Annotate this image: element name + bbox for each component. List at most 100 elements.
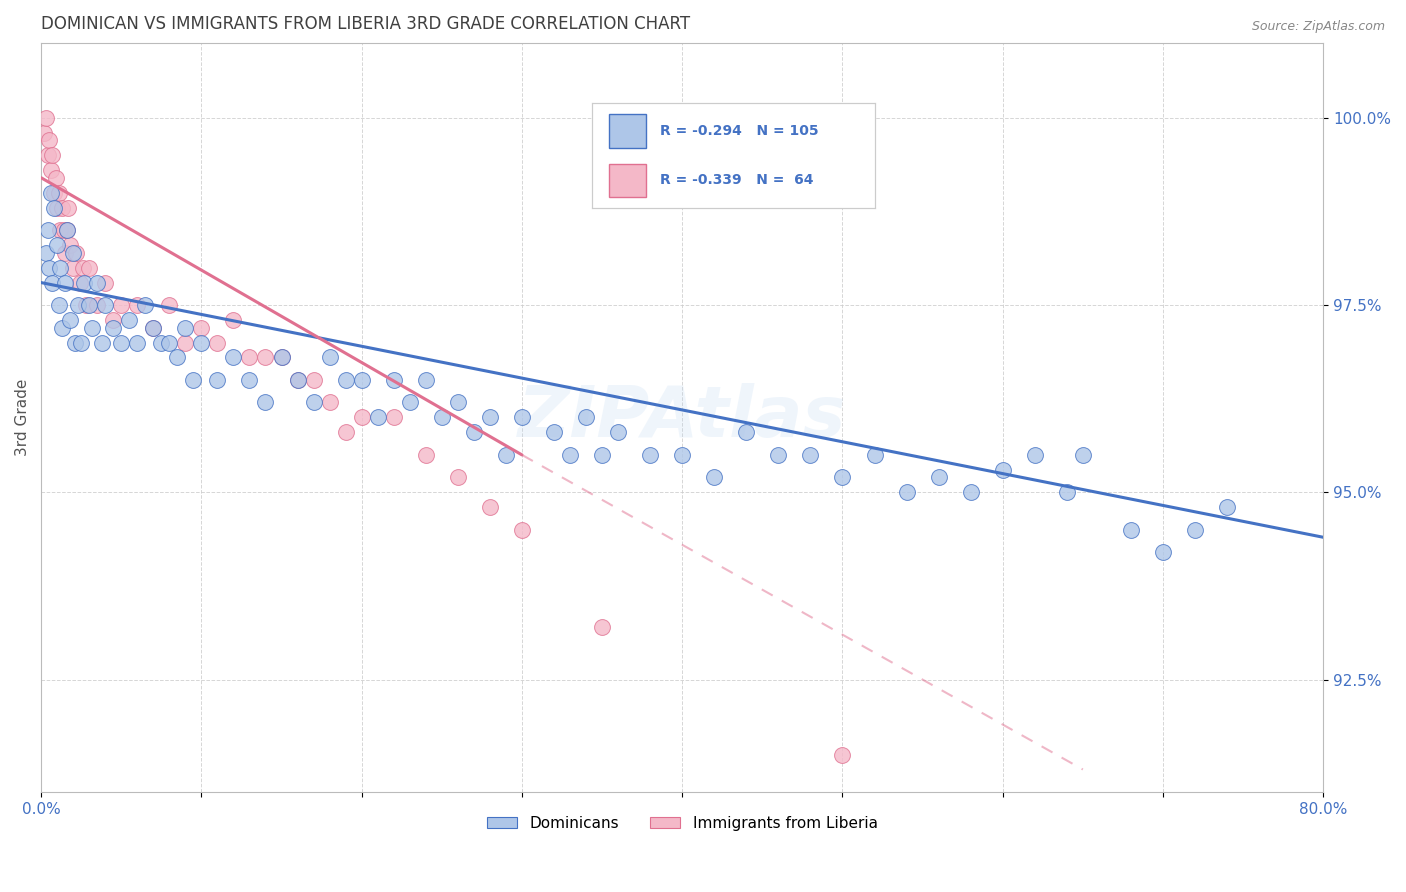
Point: [46, 238, 69, 252]
Point: [86, 276, 108, 290]
Point: [69, 276, 91, 290]
Point: [367, 410, 389, 425]
Point: [735, 425, 758, 440]
Text: DOMINICAN VS IMMIGRANTS FROM LIBERIA 3RD GRADE CORRELATION CHART: DOMINICAN VS IMMIGRANTS FROM LIBERIA 3RD…: [41, 15, 690, 33]
Point: [607, 425, 630, 440]
Point: [896, 485, 918, 500]
Point: [183, 373, 205, 387]
Point: [150, 335, 173, 350]
Point: [82, 320, 104, 334]
Point: [558, 448, 581, 462]
Point: [39, 163, 62, 178]
Point: [863, 448, 886, 462]
Point: [59, 238, 82, 252]
Point: [928, 470, 950, 484]
Point: [207, 335, 229, 350]
Point: [190, 335, 212, 350]
Point: [287, 373, 309, 387]
Point: [447, 395, 470, 409]
Point: [510, 523, 533, 537]
Point: [39, 186, 62, 200]
Point: [157, 335, 180, 350]
Point: [1056, 485, 1078, 500]
Text: Source: ZipAtlas.com: Source: ZipAtlas.com: [1251, 20, 1385, 33]
Point: [510, 410, 533, 425]
Point: [38, 260, 60, 275]
Point: [222, 313, 245, 327]
Point: [35, 111, 58, 125]
Point: [1184, 523, 1206, 537]
Point: [174, 335, 197, 350]
Point: [65, 245, 87, 260]
Point: [34, 126, 56, 140]
Point: [799, 448, 821, 462]
Point: [1216, 500, 1239, 515]
Text: R = -0.339   N =  64: R = -0.339 N = 64: [661, 173, 814, 187]
Text: ZIPAtlas: ZIPAtlas: [517, 383, 846, 452]
Point: [37, 148, 59, 162]
Point: [127, 298, 149, 312]
Point: [335, 373, 357, 387]
Point: [44, 170, 66, 185]
Point: [166, 351, 188, 365]
Point: [94, 276, 117, 290]
Point: [51, 320, 73, 334]
Point: [991, 463, 1014, 477]
Point: [157, 298, 180, 312]
Point: [38, 133, 60, 147]
Point: [41, 276, 63, 290]
Point: [1071, 448, 1094, 462]
Point: [53, 245, 76, 260]
Legend: Dominicans, Immigrants from Liberia: Dominicans, Immigrants from Liberia: [481, 810, 884, 837]
Point: [831, 747, 853, 762]
Point: [302, 373, 325, 387]
Point: [591, 620, 613, 634]
Point: [62, 260, 84, 275]
Point: [77, 260, 100, 275]
Point: [91, 335, 114, 350]
Point: [238, 351, 260, 365]
Point: [1119, 523, 1142, 537]
Point: [575, 410, 598, 425]
Point: [70, 335, 93, 350]
Point: [350, 373, 373, 387]
Point: [103, 320, 125, 334]
Point: [430, 410, 453, 425]
Point: [41, 148, 63, 162]
Point: [66, 298, 89, 312]
Point: [463, 425, 485, 440]
Point: [46, 201, 69, 215]
Point: [478, 500, 501, 515]
Point: [478, 410, 501, 425]
Point: [174, 320, 197, 334]
Point: [447, 470, 470, 484]
Point: [671, 448, 693, 462]
Point: [86, 298, 108, 312]
Point: [134, 298, 156, 312]
Point: [37, 223, 59, 237]
Point: [831, 470, 853, 484]
Point: [415, 448, 437, 462]
Point: [59, 313, 82, 327]
Point: [350, 410, 373, 425]
Point: [254, 395, 277, 409]
Point: [49, 260, 72, 275]
Point: [1152, 545, 1174, 559]
Point: [270, 351, 292, 365]
Point: [72, 260, 94, 275]
Point: [287, 373, 309, 387]
Point: [110, 335, 132, 350]
Point: [110, 298, 132, 312]
Point: [318, 395, 340, 409]
Point: [238, 373, 260, 387]
Point: [318, 351, 340, 365]
Point: [142, 320, 165, 334]
Point: [53, 276, 76, 290]
Point: [1024, 448, 1046, 462]
Point: [127, 335, 149, 350]
Point: [302, 395, 325, 409]
Point: [55, 223, 77, 237]
Point: [142, 320, 165, 334]
Point: [591, 448, 613, 462]
Point: [48, 298, 70, 312]
